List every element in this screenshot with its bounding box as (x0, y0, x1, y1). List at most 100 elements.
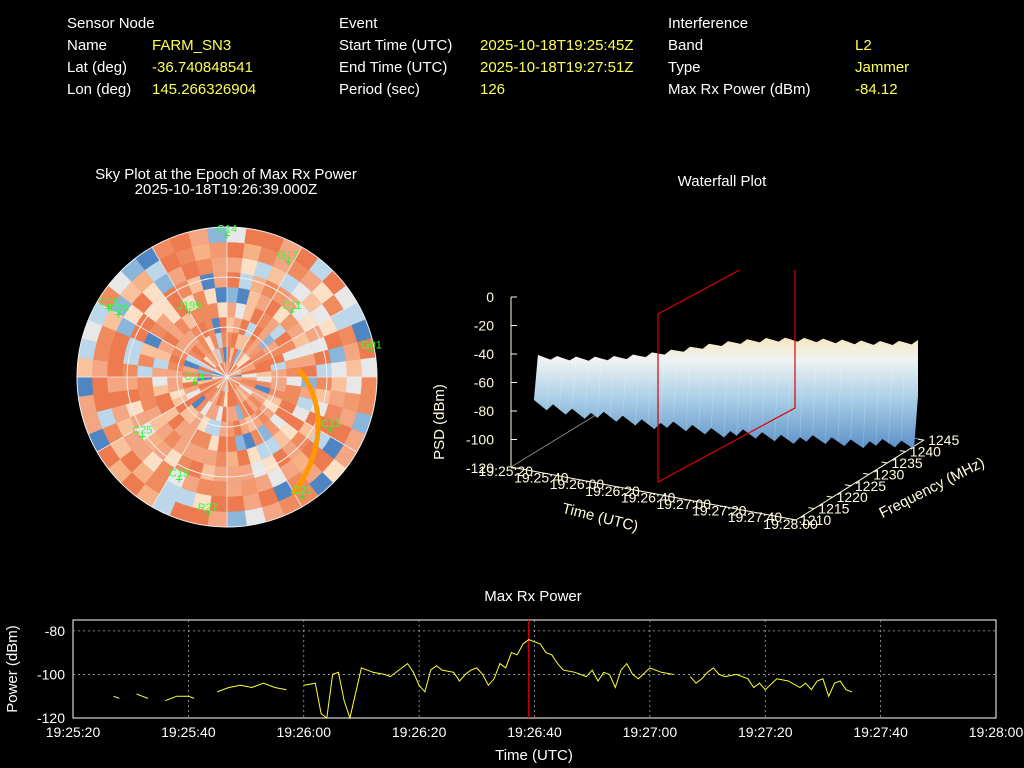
waterfall-xtick-label: 19:25:20 (479, 463, 534, 479)
waterfall-ztick-label: -100 (466, 432, 494, 448)
waterfall-ridge (698, 348, 703, 430)
waterfall-ytick-label: 1220 (837, 489, 868, 505)
skyplot-cell (91, 359, 109, 378)
skyplot-spoke (96, 301, 228, 378)
maxpower-chart: 19:25:20 19:25:40 19:26:00 19:26:20 19:26:40… (4, 619, 1023, 764)
satellite-label: C13 (321, 418, 341, 430)
waterfall-ytick-label: 1230 (873, 466, 904, 482)
skyplot-cell (76, 357, 94, 378)
waterfall-ridge (837, 339, 843, 442)
sensor-node-panel: Sensor Node Name FARM_SN3 Lat (deg) -36.74… (67, 13, 256, 101)
satellite-marker: + (186, 304, 194, 319)
satellite-label: G01 (361, 340, 382, 352)
lon-label: Lon (deg) (67, 81, 132, 98)
satellite-label: C14 (184, 371, 204, 383)
waterfall-xtick-label: 19:26:40 (621, 489, 676, 505)
waterfall-ytick (844, 484, 851, 487)
waterfall-ztick-label: 0 (486, 289, 494, 305)
satellite-label: C25 (132, 424, 152, 436)
waterfall-xtick-label: 19:26:00 (550, 476, 605, 492)
satellite-marker: + (115, 307, 123, 322)
band-label: Band (668, 37, 704, 54)
skyplot-cell (226, 241, 245, 259)
waterfall-ztick-label: -80 (474, 403, 494, 419)
satellite-marker: + (284, 254, 292, 269)
skyplot-cell (226, 480, 243, 498)
skyplot-cell (226, 271, 241, 288)
waterfall-ridge (622, 359, 627, 416)
maxpower-xtick-label: 19:27:40 (853, 724, 908, 740)
skyplot-cell (213, 466, 228, 483)
satellite-marker: + (327, 422, 335, 437)
skyplot-chart: +C14+G17+C11+G01+C13+C21+R27+C19+C25+C08… (76, 223, 382, 528)
waterfall-ridge (761, 338, 767, 433)
skyplot-cell (209, 241, 228, 259)
waterfall-ridge (533, 354, 539, 401)
skyplot-title: Sky Plot at the Epoch of Max Rx Power (95, 166, 357, 183)
waterfall-chart: 0-20-40-60-80-100-12019:25:2019:25:4019:… (431, 270, 987, 535)
waterfall-ridge (888, 344, 893, 444)
skyplot-spoke (226, 376, 303, 508)
waterfall-ridge (749, 340, 754, 435)
interference-heading: Interference (668, 15, 749, 32)
satellite-label: J199 (178, 300, 202, 312)
skyplot-cell (106, 361, 124, 378)
waterfall-ridge (711, 344, 716, 429)
waterfall-ztick-label: -20 (474, 318, 494, 334)
waterfall-ridge (901, 342, 906, 441)
satellite-marker: + (368, 344, 376, 359)
maxpower-xtick-label: 19:26:20 (392, 724, 447, 740)
waterfall-axis-line (510, 466, 797, 521)
maxpower-line (217, 682, 287, 693)
waterfall-ytick (863, 472, 870, 475)
maxpower-ytick-label: -120 (37, 710, 65, 726)
satellite-marker: + (204, 506, 212, 521)
waterfall-xtick-label: 19:27:20 (692, 503, 747, 519)
waterfall-surface-fill (534, 337, 918, 449)
skyplot-cell (136, 376, 153, 389)
satellite-label: C21 (292, 485, 312, 497)
satellite-marker: + (190, 375, 198, 390)
waterfall-ridge (660, 354, 665, 424)
max-power-epoch-plane (657, 270, 796, 484)
satellite-label: G17 (278, 250, 299, 262)
waterfall-ytick (808, 507, 815, 510)
waterfall-ridge (799, 337, 805, 438)
sensor-node-heading: Sensor Node (67, 15, 155, 32)
waterfall-ztick-label: -60 (474, 375, 494, 391)
skyplot-spoke (226, 376, 358, 453)
maxpower-line (165, 695, 195, 702)
waterfall-ridge (774, 341, 779, 442)
waterfall-ridge (812, 342, 817, 436)
satellite-label: C11 (282, 300, 301, 312)
skyplot-spoke (151, 376, 228, 508)
maxpower-grid (73, 620, 996, 718)
interference-track (291, 369, 321, 495)
maxpower-line (136, 693, 149, 699)
waterfall-ztick-label: -120 (466, 460, 494, 476)
skyplot-cell (91, 376, 109, 395)
waterfall-ridge (736, 343, 741, 436)
waterfall-ridge (875, 340, 881, 446)
waterfall-ridge (546, 359, 551, 411)
name-label: Name (67, 37, 108, 54)
skyplot-cell (121, 363, 138, 378)
satellite-marker: + (223, 227, 231, 242)
waterfall-ridge (609, 355, 615, 417)
maxpower-line (113, 695, 120, 699)
skyplot-spoke (226, 301, 358, 378)
waterfall-ytick-label: 1215 (818, 501, 849, 517)
maxpower-line (689, 667, 852, 698)
waterfall-ytick-label: 1240 (910, 444, 941, 460)
skyplot-cell (345, 359, 363, 378)
skyplot-cell (316, 376, 333, 391)
satellite-label: C14 (217, 223, 237, 235)
skyplot-cell (121, 376, 138, 391)
maxpower-xtick-label: 19:27:20 (738, 724, 793, 740)
waterfall-ridge (723, 341, 729, 438)
maxpower-ytick-label: -80 (45, 623, 65, 639)
event-heading: Event (339, 15, 378, 32)
waterfall-ridge (571, 356, 577, 409)
satellite-marker: + (298, 489, 306, 504)
maxpower-xtick-label: 19:25:40 (161, 724, 216, 740)
